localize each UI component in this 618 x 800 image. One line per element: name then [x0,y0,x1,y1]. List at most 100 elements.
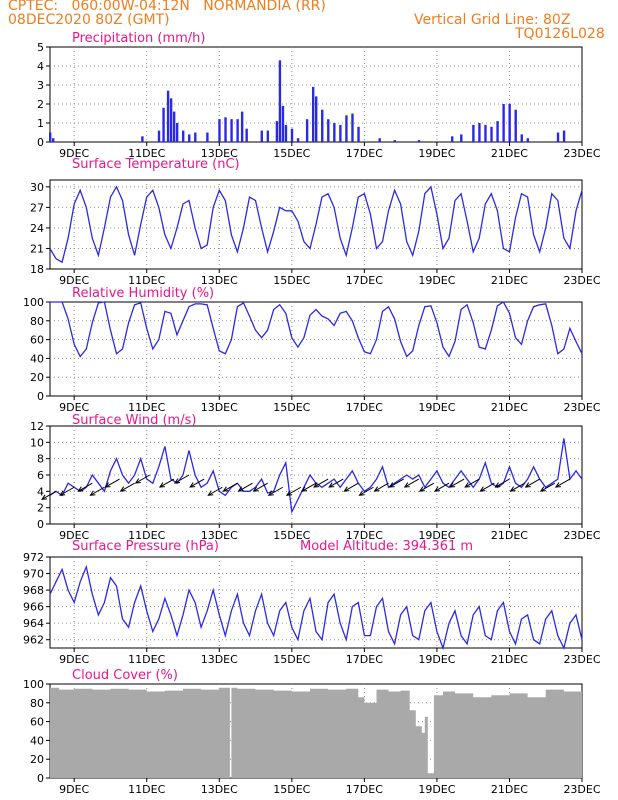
wind-arrow-head [285,490,292,496]
y-tick-label: 2 [37,502,44,515]
wind-arrow [479,482,495,492]
y-tick-label: 0 [37,772,44,785]
y-tick-label: 18 [30,263,44,276]
x-tick-label: 17DEC [346,147,383,160]
y-tick-label: 6 [37,469,44,482]
wind-arrow-head [300,486,308,492]
series-line [49,185,583,264]
wind-arrow-shaft [238,482,253,492]
precip-bar [478,123,481,142]
y-tick-label: 24 [30,222,44,235]
precip-bar [166,90,170,142]
precip-bar [514,109,517,142]
wind-arrow-head [89,490,96,496]
y-tick-label: 1 [37,117,44,130]
wind-arrow-shaft [464,478,480,488]
y-tick-label: 20 [30,371,44,384]
y-tick-label: 964 [23,617,44,630]
wind-arrow-shaft [223,482,238,492]
model-altitude-label: Model Altitude: 394.361 m [300,539,473,554]
precip-bar [417,140,421,142]
y-tick-label: 8 [37,453,44,466]
x-tick-label: 17DEC [346,274,383,287]
x-tick-label: 21DEC [491,401,528,414]
precip-bar [496,121,499,142]
wind-arrow-shaft [359,486,374,496]
precip-bar [162,107,165,142]
wind-arrow-head [479,486,486,492]
wind-arrow-shaft [41,490,57,500]
wind-arrow [41,490,57,500]
panel-title: Cloud Cover (%) [72,668,178,683]
wind-arrow [358,486,374,496]
precip-bar [172,111,176,142]
x-tick-label: 17DEC [346,653,383,666]
x-tick-label: 19DEC [418,783,455,796]
y-tick-label: 20 [30,753,44,766]
x-tick-label: 23DEC [563,783,600,796]
x-tick-label: 15DEC [273,653,310,666]
precip-bar [393,140,396,142]
y-tick-label: 60 [30,334,44,347]
x-tick-label: 13DEC [201,783,238,796]
series-line [50,301,583,358]
precip-bar [281,105,285,142]
wind-arrow-shaft [480,482,495,492]
y-tick-label: 100 [23,296,44,309]
wind-arrow-head [388,482,395,488]
wind-arrow-head [189,482,196,488]
wind-arrow-head [222,486,229,492]
wind-arrow-head [433,486,441,492]
y-tick-label: 12 [30,420,44,433]
precip-bar [49,132,52,142]
panel-frame [49,301,583,397]
wind-arrow [373,482,389,492]
wind-arrow-shaft [404,478,420,488]
run-date: 08DEC2020 80Z (GMT) [8,12,170,28]
x-tick-label: 11DEC [128,274,165,287]
wind-arrow-shaft [120,482,135,492]
wind-arrow-head [358,490,365,496]
panel-5: 962 964 966 968 970 972 9DEC 11DEC 13DEC 15DEC 17D… [23,539,601,666]
wind-arrow [237,482,253,492]
x-tick-label: 13DEC [201,147,238,160]
wind-arrow [104,478,120,488]
x-tick-label: 9DEC [59,401,89,414]
x-tick-label: 17DEC [346,529,383,542]
y-tick-label: 5 [37,41,44,54]
x-tick-label: 11DEC [128,147,165,160]
wind-arrow-shaft [540,482,556,492]
x-tick-label: 19DEC [418,401,455,414]
wind-arrow-shaft [328,478,344,488]
wind-arrow-head [524,482,531,488]
precip-bar [339,124,342,142]
wind-arrow [313,478,329,488]
wind-arrow-head [494,482,501,488]
precip-bar [526,138,529,142]
precip-bar [484,124,487,142]
x-tick-label: 19DEC [418,147,455,160]
x-tick-label: 21DEC [491,653,528,666]
x-tick-label: 21DEC [491,529,528,542]
x-tick-label: 17DEC [346,401,383,414]
precip-bar [275,121,279,142]
x-tick-label: 21DEC [491,147,528,160]
y-tick-label: 4 [37,485,44,498]
wind-arrow-head [77,486,84,492]
x-tick-label: 15DEC [273,274,310,287]
x-tick-label: 9DEC [59,529,89,542]
wind-arrow [174,474,190,484]
wind-arrow [267,486,283,496]
cloud-cover-area [50,687,582,778]
wind-arrow-head [509,486,516,492]
wind-arrow [59,486,75,496]
panel-title: Surface Pressure (hPa) [72,539,219,554]
wind-arrow [158,478,175,488]
precip-bar [218,119,221,142]
wind-arrow [539,482,556,492]
x-tick-label: 15DEC [273,147,310,160]
precip-bar [206,132,209,142]
y-tick-label: 60 [30,716,44,729]
precip-bar [141,136,144,142]
x-tick-label: 9DEC [59,147,89,160]
